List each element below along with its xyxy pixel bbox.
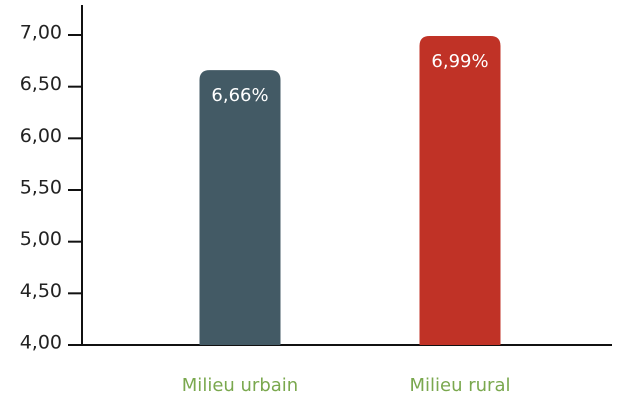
y-tick-label: 7,00 <box>20 22 62 44</box>
bar <box>419 36 501 346</box>
y-tick-label: 5,50 <box>20 177 62 199</box>
x-tick-label: Milieu urbain <box>182 375 298 396</box>
x-tick-label: Milieu rural <box>410 375 511 396</box>
y-tick-label: 6,00 <box>20 125 62 147</box>
bar <box>199 70 281 345</box>
y-tick-label: 6,50 <box>20 73 62 95</box>
y-tick-label: 4,50 <box>20 280 62 302</box>
value-label: 6,99% <box>431 51 488 72</box>
value-label: 6,66% <box>211 85 268 106</box>
y-tick-label: 4,00 <box>20 332 62 354</box>
y-tick-label: 5,00 <box>20 228 62 250</box>
